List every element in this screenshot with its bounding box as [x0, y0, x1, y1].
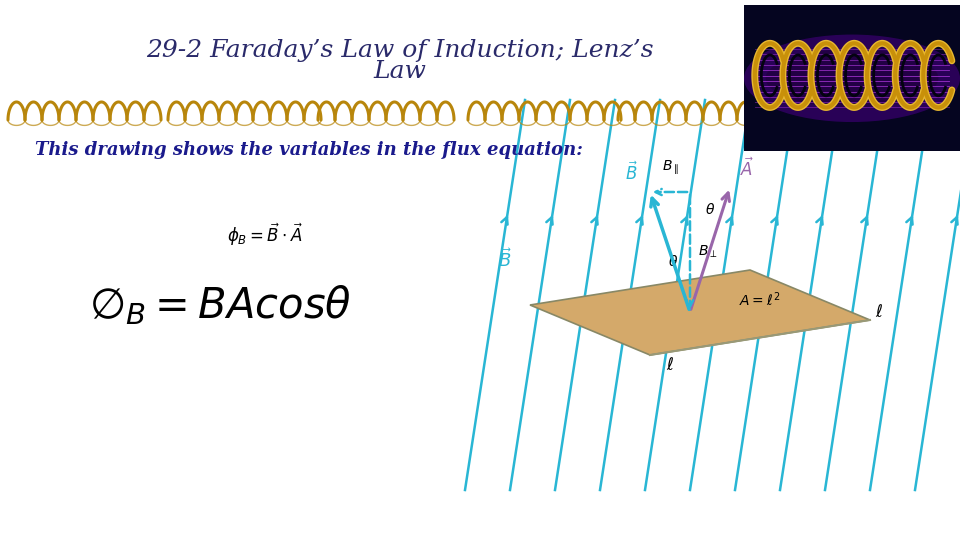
Text: $\vec{B}$: $\vec{B}$: [498, 248, 512, 272]
Text: $\vec{B}$: $\vec{B}$: [625, 161, 638, 184]
Text: $\theta$: $\theta$: [705, 202, 715, 218]
Ellipse shape: [765, 49, 938, 107]
Text: $B_{\perp}$: $B_{\perp}$: [698, 244, 718, 260]
Polygon shape: [530, 270, 870, 355]
Text: This drawing shows the variables in the flux equation:: This drawing shows the variables in the …: [35, 141, 583, 159]
Text: $B_{\parallel}$: $B_{\parallel}$: [661, 159, 679, 177]
Text: $A = \ell^2$: $A = \ell^2$: [739, 291, 780, 309]
Text: $\ell$: $\ell$: [666, 356, 674, 374]
Text: 29-2 Faraday’s Law of Induction; Lenz’s: 29-2 Faraday’s Law of Induction; Lenz’s: [146, 38, 654, 62]
Text: $\theta$: $\theta$: [668, 254, 678, 269]
Text: $\emptyset_B = BAcos\theta$: $\emptyset_B = BAcos\theta$: [88, 283, 351, 327]
Ellipse shape: [744, 35, 960, 122]
Text: Law: Law: [373, 60, 426, 84]
Text: $\phi_B = \vec{B} \cdot \vec{A}$: $\phi_B = \vec{B} \cdot \vec{A}$: [227, 222, 303, 248]
Text: $\ell$: $\ell$: [875, 303, 883, 321]
Text: $\vec{A}$: $\vec{A}$: [740, 158, 755, 180]
